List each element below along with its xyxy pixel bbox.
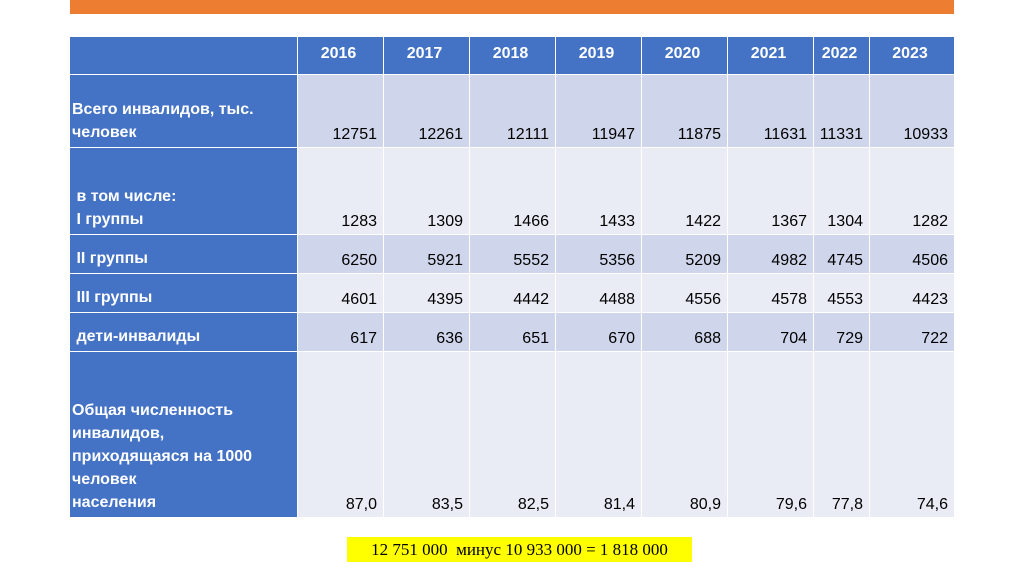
value-cell: 11875 (641, 74, 728, 148)
table-row: II группы 6250 5921 5552 5356 5209 4982 4745 450… (69, 234, 955, 274)
value-cell: 4553 (813, 273, 870, 313)
header-cell: 2023 (869, 36, 955, 75)
value-cell: 5209 (641, 234, 728, 274)
header-cell: 2022 (813, 36, 870, 75)
row-label-line: человек (72, 471, 137, 488)
value-cell: 1422 (641, 147, 728, 235)
row-label-line: человек (72, 124, 137, 141)
value-cell: 79,6 (727, 351, 814, 518)
value-cell: 4578 (727, 273, 814, 313)
value-cell: 87,0 (297, 351, 384, 518)
row-label-line: Всего инвалидов, тыс. (72, 101, 254, 118)
row-label: II группы (69, 234, 298, 274)
header-cell: 2016 (297, 36, 384, 75)
value-cell: 1304 (813, 147, 870, 235)
header-cell: 2020 (641, 36, 728, 75)
value-cell: 12261 (383, 74, 470, 148)
value-cell: 1309 (383, 147, 470, 235)
value-cell: 12751 (297, 74, 384, 148)
value-cell: 4982 (727, 234, 814, 274)
value-cell: 5356 (555, 234, 642, 274)
row-label: Всего инвалидов, тыс. человек (69, 74, 298, 148)
table-row: в том числе: I группы 1283 1309 1466 1433 142… (69, 147, 955, 235)
header-cell: 2021 (727, 36, 814, 75)
row-label-line: III группы (72, 289, 153, 306)
value-cell: 5552 (469, 234, 556, 274)
value-cell: 4423 (869, 273, 955, 313)
table-row: дети-инвалиды 617 636 651 670 688 704 729 722 (69, 312, 955, 352)
row-label-line: приходящаяся на 1000 (72, 448, 253, 465)
footer-note: 12 751 000 минус 10 933 000 = 1 818 000 (347, 537, 692, 562)
value-cell: 670 (555, 312, 642, 352)
value-cell: 4601 (297, 273, 384, 313)
value-cell: 4395 (383, 273, 470, 313)
row-label-line: дети-инвалиды (72, 328, 201, 345)
value-cell: 5921 (383, 234, 470, 274)
value-cell: 704 (727, 312, 814, 352)
value-cell: 74,6 (869, 351, 955, 518)
accent-bar (70, 0, 954, 14)
value-cell: 651 (469, 312, 556, 352)
row-label-line: I группы (72, 211, 144, 228)
value-cell: 6250 (297, 234, 384, 274)
value-cell: 4556 (641, 273, 728, 313)
header-cell (69, 36, 298, 75)
row-label-line: населения (72, 494, 157, 511)
header-cell: 2017 (383, 36, 470, 75)
value-cell: 688 (641, 312, 728, 352)
header-cell: 2018 (469, 36, 556, 75)
row-label-line: в том числе: (72, 188, 177, 205)
value-cell: 83,5 (383, 351, 470, 518)
value-cell: 10933 (869, 74, 955, 148)
table-row: III группы 4601 4395 4442 4488 4556 4578 4553 44… (69, 273, 955, 313)
value-cell: 11331 (813, 74, 870, 148)
row-label-line: инвалидов, (72, 425, 165, 442)
value-cell: 4488 (555, 273, 642, 313)
row-label: Общая численность инвалидов, приходящаяся … (69, 351, 298, 518)
value-cell: 81,4 (555, 351, 642, 518)
value-cell: 4442 (469, 273, 556, 313)
row-label: дети-инвалиды (69, 312, 298, 352)
value-cell: 1283 (297, 147, 384, 235)
value-cell: 4745 (813, 234, 870, 274)
header-row: 2016 2017 2018 2019 2020 2021 2022 2023 (69, 36, 955, 75)
table-row: Всего инвалидов, тыс. человек 12751 12261 12… (69, 74, 955, 148)
row-label: III группы (69, 273, 298, 313)
value-cell: 11631 (727, 74, 814, 148)
table-row: Общая численность инвалидов, приходящаяся … (69, 351, 955, 518)
value-cell: 80,9 (641, 351, 728, 518)
value-cell: 722 (869, 312, 955, 352)
value-cell: 11947 (555, 74, 642, 148)
value-cell: 4506 (869, 234, 955, 274)
value-cell: 729 (813, 312, 870, 352)
value-cell: 1433 (555, 147, 642, 235)
value-cell: 1367 (727, 147, 814, 235)
row-label: в том числе: I группы (69, 147, 298, 235)
value-cell: 617 (297, 312, 384, 352)
value-cell: 82,5 (469, 351, 556, 518)
header-cell: 2019 (555, 36, 642, 75)
value-cell: 1466 (469, 147, 556, 235)
value-cell: 77,8 (813, 351, 870, 518)
row-label-line: II группы (72, 250, 148, 267)
value-cell: 12111 (469, 74, 556, 148)
value-cell: 1282 (869, 147, 955, 235)
row-label-line: Общая численность (72, 402, 234, 419)
value-cell: 636 (383, 312, 470, 352)
data-table: 2016 2017 2018 2019 2020 2021 2022 2023 Всего и… (69, 36, 955, 518)
